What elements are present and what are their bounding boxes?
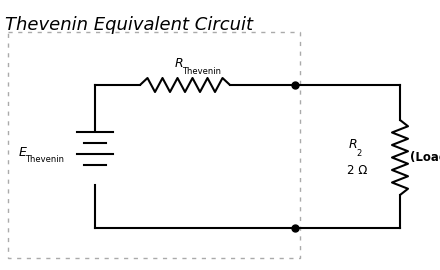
Text: $E$: $E$ (18, 146, 28, 158)
Text: 2 Ω: 2 Ω (347, 164, 367, 177)
Text: (Load): (Load) (410, 150, 440, 164)
Text: Thevenin: Thevenin (182, 67, 221, 76)
Bar (8, 32, 300, 258)
Text: $R$: $R$ (348, 139, 357, 151)
Text: Thevenin Equivalent Circuit: Thevenin Equivalent Circuit (5, 16, 253, 34)
Text: Thevenin: Thevenin (25, 156, 64, 164)
Text: $R$: $R$ (174, 57, 183, 70)
Text: 2: 2 (356, 148, 361, 157)
